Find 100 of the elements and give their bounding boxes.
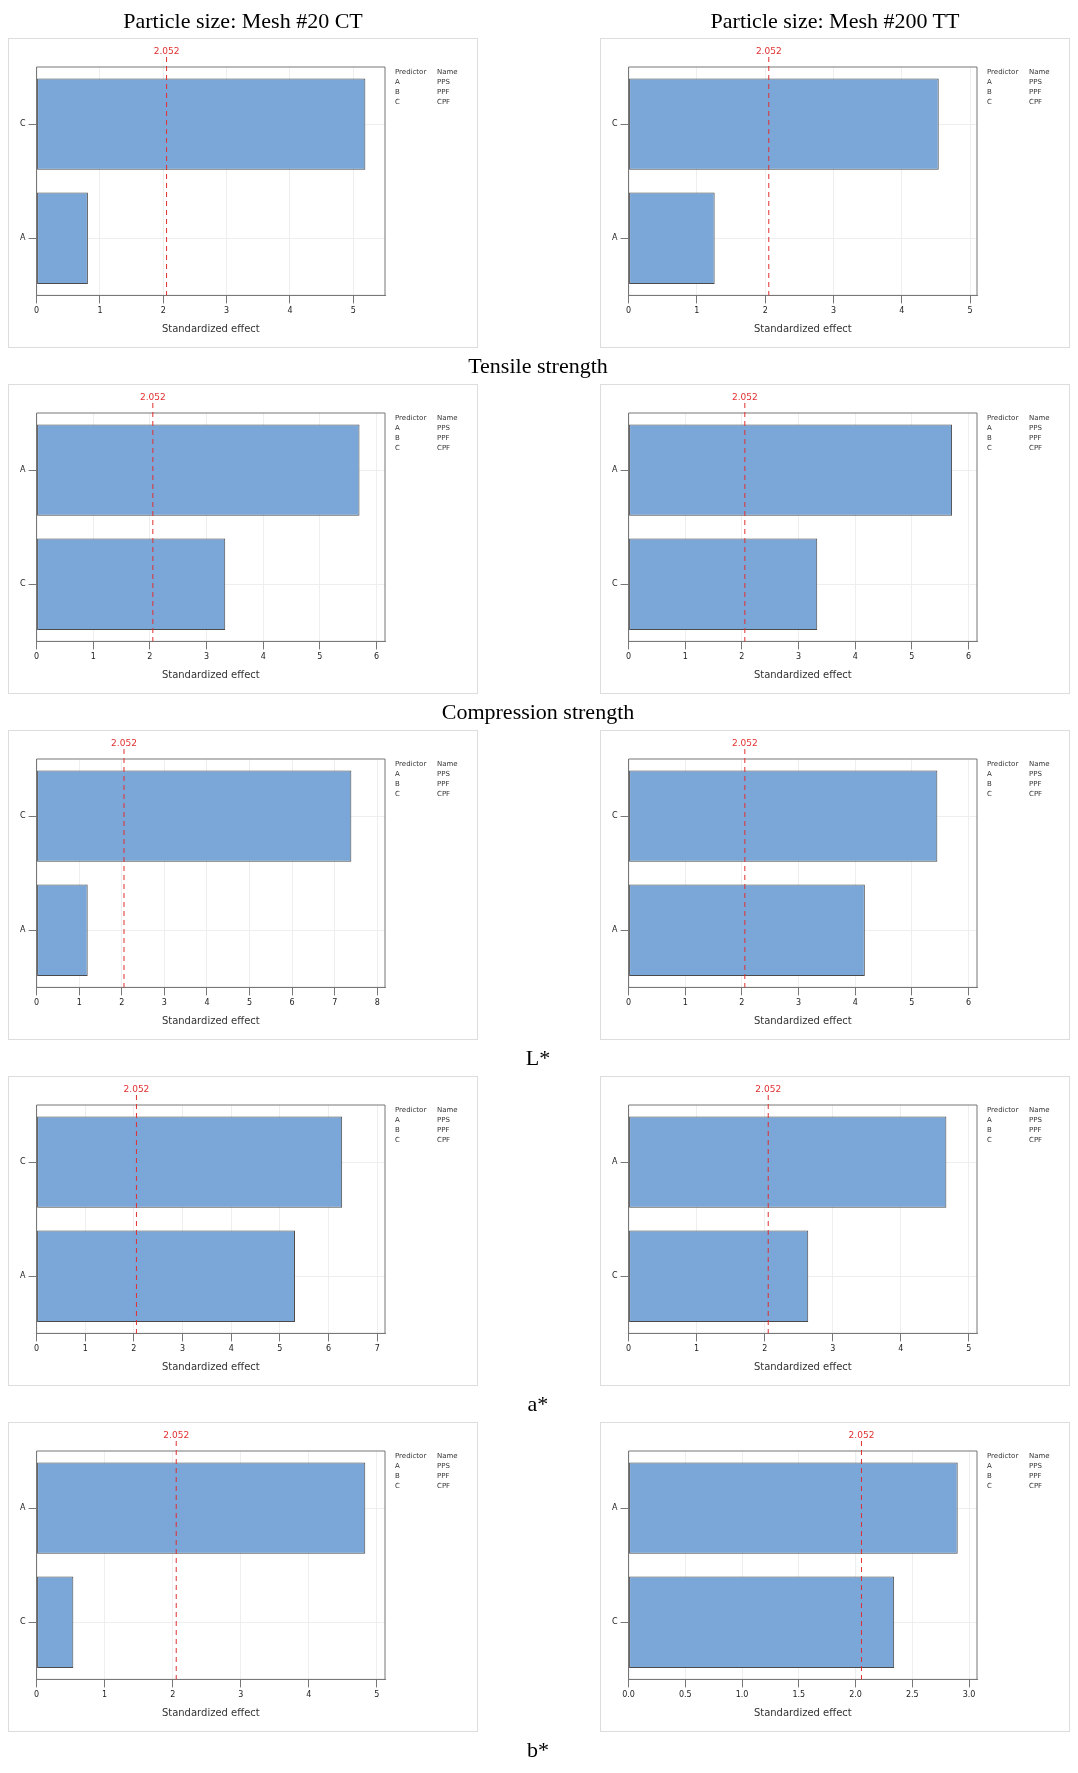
x-tick-label: 3 (161, 998, 167, 1008)
x-tick-label: 1.0 (735, 1690, 749, 1700)
x-tick-label: 1 (682, 998, 688, 1008)
x-tick-label: 5 (966, 1344, 972, 1354)
x-tick-label: 4 (228, 1344, 234, 1354)
x-tick-label: 2 (739, 652, 745, 662)
x-tick-label: 1 (102, 1690, 108, 1700)
chart-title: Particle size: Mesh #20 CT (122, 8, 364, 35)
x-tick-label: 1 (682, 652, 688, 662)
x-tick-label: 4 (852, 652, 858, 662)
x-tick-label: 4 (852, 998, 858, 1008)
text: Tensile strength (467, 352, 609, 380)
x-tick-label: 6 (326, 1344, 332, 1354)
x-tick-label: 0.5 (678, 1690, 692, 1700)
ref-line-label: 2.052 (139, 391, 166, 402)
x-tick-label: 0.0 (622, 1690, 635, 1700)
x-tick-label: 2 (762, 1344, 768, 1354)
x-tick-label: 2 (739, 998, 745, 1008)
x-tick-label: 5 (374, 1690, 380, 1700)
y-tick-label: A (612, 1157, 619, 1167)
x-tick-label: 3 (830, 1344, 836, 1354)
x-tick-label: 0 (34, 998, 40, 1008)
x-tick-label: 2.5 (905, 1690, 919, 1700)
ref-line-label: 2.052 (111, 737, 137, 748)
x-tick-label: 2 (131, 1344, 137, 1354)
y-tick-label: C (611, 119, 618, 129)
x-tick-label: 5 (350, 306, 356, 316)
y-tick-label: A (20, 1503, 27, 1513)
x-tick-label: 4 (260, 652, 266, 662)
x-axis-title: Standardized effect (753, 322, 852, 334)
y-tick-label: A (612, 925, 619, 935)
x-tick-label: 0 (626, 652, 632, 662)
x-axis-title: Standardized effect (753, 1360, 852, 1372)
x-axis-title: Standardized effect (161, 1014, 260, 1026)
ref-line-label: 2.052 (755, 45, 782, 56)
x-axis-title: Standardized effect (161, 668, 260, 680)
y-tick-label: C (611, 579, 618, 589)
ref-line-label: 2.052 (163, 1429, 190, 1440)
y-tick-label: A (20, 925, 27, 935)
y-tick-label: C (19, 1617, 26, 1627)
x-tick-label: 8 (374, 998, 380, 1008)
x-tick-label: 2 (170, 1690, 176, 1700)
x-tick-label: 3 (830, 306, 837, 316)
x-tick-label: 5 (909, 998, 915, 1008)
y-tick-label: A (20, 233, 27, 243)
x-tick-label: 1 (694, 306, 700, 316)
x-tick-label: 0 (34, 306, 40, 316)
x-tick-label: 1 (76, 998, 82, 1008)
ref-line-label: 2.052 (123, 1083, 150, 1094)
y-tick-label: A (20, 465, 27, 475)
ref-line-label: 2.052 (731, 737, 758, 748)
x-tick-label: 5 (277, 1344, 283, 1354)
x-tick-label: 0 (34, 1344, 40, 1354)
y-tick-label: C (19, 1157, 26, 1167)
x-tick-label: 7 (374, 1344, 380, 1354)
x-tick-label: 1 (82, 1344, 88, 1354)
x-tick-label: 1 (90, 652, 96, 662)
ref-line-label: 2.052 (755, 1083, 782, 1094)
y-tick-label: C (611, 1617, 618, 1627)
x-tick-label: 5 (317, 652, 323, 662)
x-tick-label: 3 (796, 652, 802, 662)
y-tick-label: A (612, 233, 619, 243)
x-axis-title: Standardized effect (753, 668, 852, 680)
x-axis-title: Standardized effect (753, 1014, 852, 1026)
x-tick-label: 4 (204, 998, 210, 1008)
x-tick-label: 1 (97, 306, 103, 316)
x-axis-title: Standardized effect (161, 1360, 260, 1372)
x-tick-label: 0 (626, 306, 632, 316)
x-tick-label: 3 (238, 1690, 244, 1700)
chart-title: Particle size: Mesh #200 TT (709, 8, 961, 35)
x-axis-title: Standardized effect (161, 322, 260, 334)
x-tick-label: 2 (147, 652, 153, 662)
y-tick-label: A (20, 1271, 27, 1281)
x-tick-label: 0 (34, 652, 40, 662)
x-tick-label: 5 (247, 998, 253, 1008)
y-tick-label: C (19, 119, 26, 129)
x-tick-label: 1 (694, 1344, 700, 1354)
x-axis-title: Standardized effect (753, 1706, 852, 1718)
x-tick-label: 6 (289, 998, 295, 1008)
x-tick-label: 4 (306, 1690, 312, 1700)
x-tick-label: 1.5 (792, 1690, 806, 1700)
x-tick-label: 3.0 (962, 1690, 976, 1700)
text: a* (526, 1390, 550, 1418)
x-tick-label: 6 (965, 998, 972, 1008)
x-tick-label: 3 (204, 652, 210, 662)
y-tick-label: A (612, 465, 619, 475)
ref-line-label: 2.052 (153, 45, 180, 56)
x-axis-title: Standardized effect (161, 1706, 260, 1718)
x-tick-label: 2.0 (849, 1690, 862, 1700)
x-tick-label: 6 (965, 652, 972, 662)
x-tick-label: 2 (762, 306, 768, 316)
text: Compression strength (440, 698, 636, 726)
x-tick-label: 3 (224, 306, 230, 316)
text: L* (524, 1044, 552, 1072)
x-tick-label: 0 (626, 1344, 632, 1354)
ref-line-label: 2.052 (848, 1429, 875, 1440)
x-tick-label: 7 (332, 998, 338, 1008)
x-tick-label: 6 (373, 652, 380, 662)
y-tick-label: A (612, 1503, 619, 1513)
x-tick-label: 4 (287, 306, 293, 316)
